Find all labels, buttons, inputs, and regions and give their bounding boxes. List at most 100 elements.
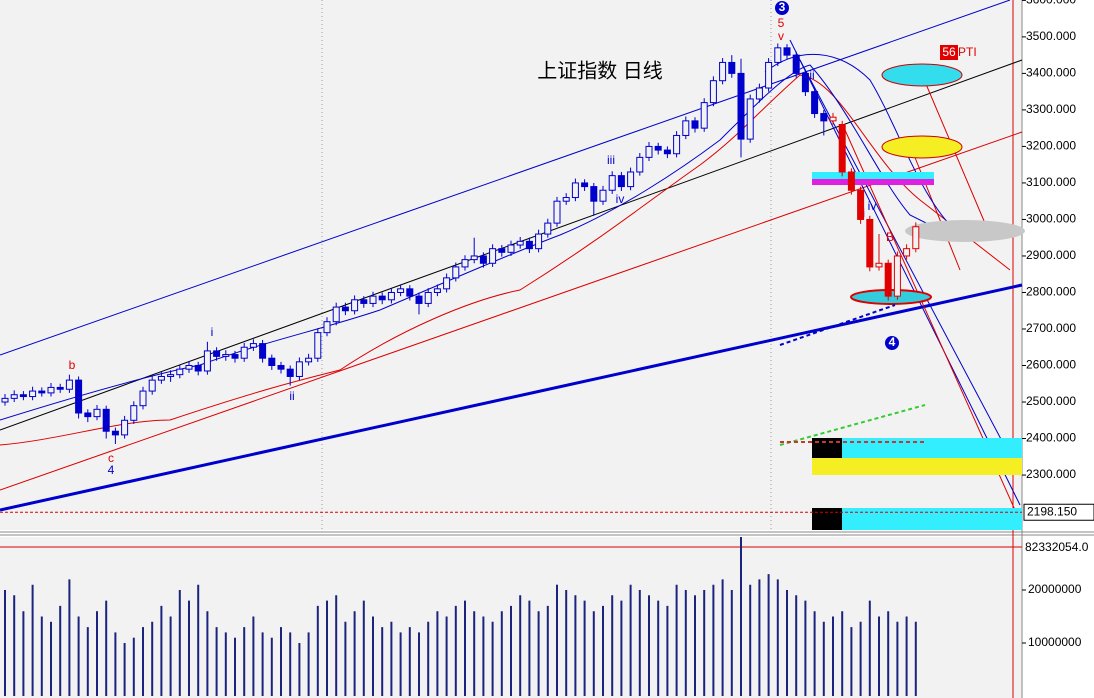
candle-body [305,357,313,363]
candle-body [627,171,635,188]
candle-body [562,197,570,202]
candle-body [489,248,497,264]
candle-body [148,379,156,392]
candle-body [838,124,846,173]
candle-body [121,419,129,436]
y-tick-label: 3300.000 [1026,102,1076,116]
wave-marker [775,1,789,15]
candle-body [360,299,368,304]
candle-body [203,350,211,372]
wave-label: v [778,29,784,43]
wave-label: iv [616,192,625,206]
candle-body [544,222,552,235]
candle-body [709,80,717,104]
candle-body [93,408,101,418]
candle-body [10,394,18,399]
candle-body [811,91,819,115]
y-tick-label: 3000.000 [1026,212,1076,226]
candle-body [866,218,874,268]
candle-body [433,288,441,293]
pti-label: PTI [958,45,977,59]
candle-body [461,259,469,268]
candle-body [424,291,432,304]
candle-body [682,120,690,136]
candle-body [378,295,386,301]
candle-body [875,262,883,268]
candle-body [452,266,460,279]
candle-body [516,240,524,246]
candle-body [240,346,248,359]
candle-body [139,390,147,407]
candle-body [571,182,579,199]
y-tick-label: 2900.000 [1026,248,1076,262]
candle-body [755,87,763,100]
candle-body [636,156,644,173]
volume-tick-label: 10000000 [1028,635,1082,649]
candle-body [75,379,83,414]
candle-body [332,306,340,323]
candle-body [893,255,901,297]
candle-body [111,430,119,436]
candle-body [185,365,193,370]
candle-body [351,299,359,312]
volume-label-box [1024,546,1094,562]
candle-body [387,291,395,301]
candle-body [774,47,782,63]
y-tick-label: 3100.000 [1026,175,1076,189]
wave-label: 3 [779,0,786,14]
candle-body [56,386,64,390]
candle-body [406,288,414,297]
y-tick-label: 3500.000 [1026,29,1076,43]
wave-label: 4 [108,463,115,477]
candle-body [820,113,828,122]
wave-label: b [69,358,76,372]
wave-label: c [108,451,114,465]
candle-body [525,240,533,250]
candle-body [581,182,589,188]
y-tick-label: 3600.000 [1026,0,1076,7]
candle-body [617,175,625,188]
wave-label: iv [868,199,877,213]
candle-body [295,361,303,377]
candle-body [415,295,423,304]
candle-body [102,408,110,432]
candle-body [498,248,506,253]
wave-label: B [886,230,894,244]
y-tick-label: 2800.000 [1026,285,1076,299]
candle-body [167,374,175,377]
candle-body [222,354,230,357]
chart-title: 上证指数 日线 [537,59,663,82]
candle-body [553,200,561,224]
candle-body [231,354,239,359]
candle-body [84,412,92,418]
y-tick-label: 3200.000 [1026,139,1076,153]
y-tick-label: 2600.000 [1026,358,1076,372]
candle-body [213,350,221,357]
candle-body [47,386,55,394]
candle-body [857,189,865,220]
candle-body [479,255,487,264]
candle-body [663,149,671,155]
candle-body [884,262,892,297]
y-tick-label: 2300.000 [1026,467,1076,481]
candle-body [507,244,515,253]
candle-body [783,47,791,56]
candle-body [314,332,322,359]
candle-body [654,145,662,151]
candle-body [277,365,285,370]
wave-label: iii [607,153,615,167]
candle-body [341,306,349,312]
candle-body [912,226,920,250]
candle-body [286,368,294,377]
candle-body [130,405,138,421]
candle-body [443,277,451,290]
y-tick-label: 2500.000 [1026,394,1076,408]
candle-body [590,186,598,202]
candle-body [535,233,543,250]
candle-body [268,357,276,367]
volume-last-label: 82332054.0 [1025,540,1089,554]
candle-body [323,321,331,334]
candle-body [700,102,708,129]
candle-body [470,255,478,261]
